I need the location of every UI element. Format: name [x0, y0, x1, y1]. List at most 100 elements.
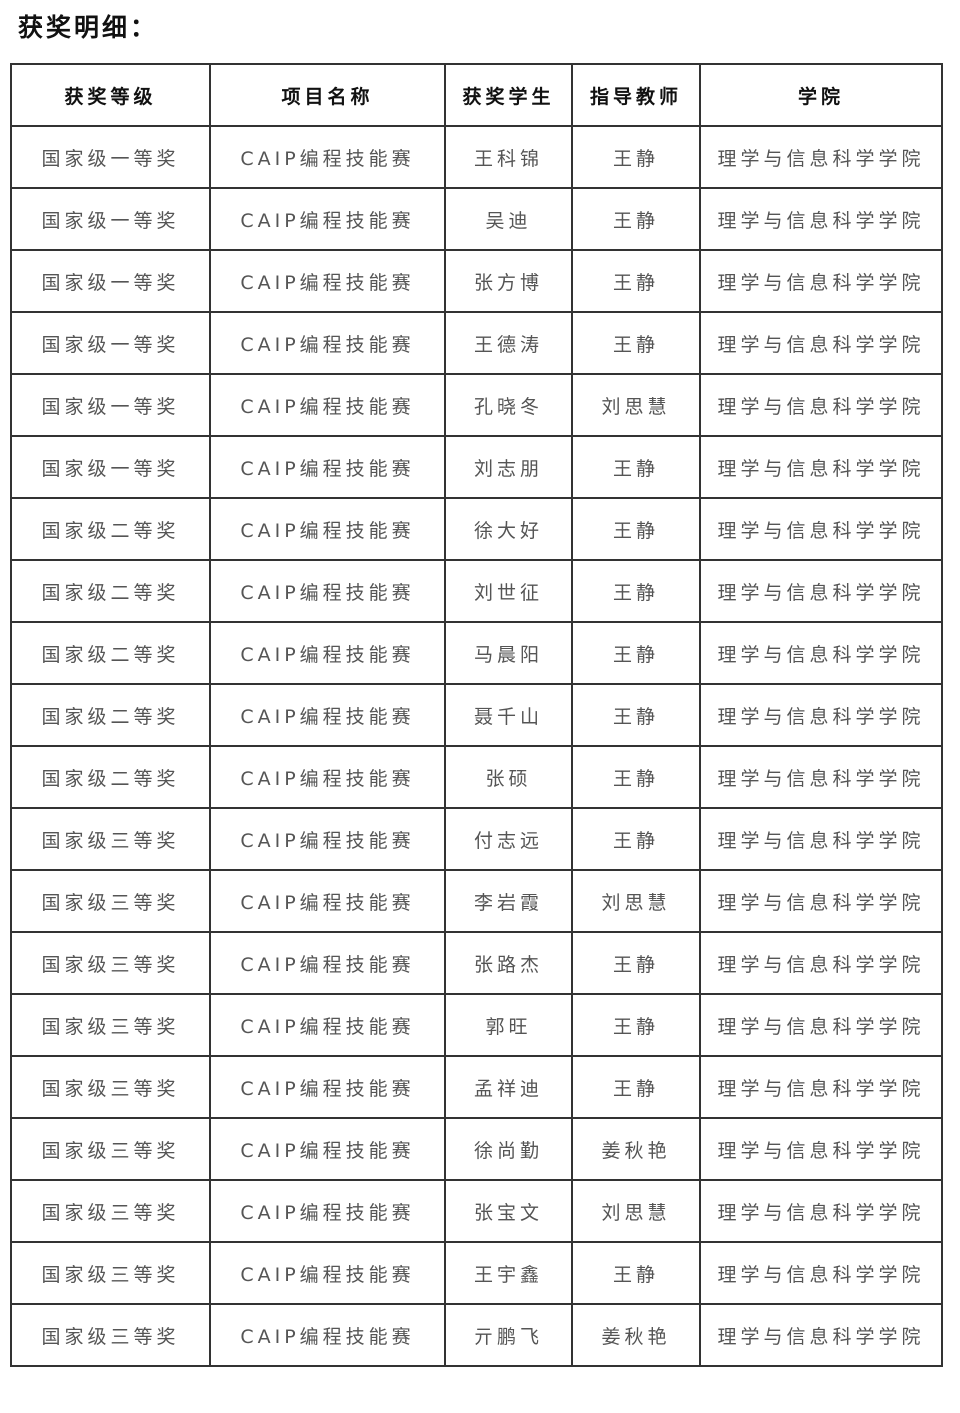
advisor-cell: 王静	[571, 993, 701, 1057]
college-cell: 理学与信息科学学院	[699, 559, 943, 623]
student-cell: 张宝文	[444, 1179, 573, 1243]
table-row: 国家级二等奖 CAIP编程技能赛 马晨阳 王静 理学与信息科学学院	[10, 621, 943, 685]
advisor-cell: 王静	[571, 1241, 701, 1305]
project-name-cell: CAIP编程技能赛	[209, 869, 446, 933]
project-name-cell: CAIP编程技能赛	[209, 621, 446, 685]
project-name-cell: CAIP编程技能赛	[209, 807, 446, 871]
header-row: 获奖等级 项目名称 获奖学生 指导教师 学院	[10, 63, 943, 127]
header-advisor: 指导教师	[571, 63, 701, 127]
project-name-cell: CAIP编程技能赛	[209, 1179, 446, 1243]
college-cell: 理学与信息科学学院	[699, 373, 943, 437]
college-cell: 理学与信息科学学院	[699, 311, 943, 375]
table-row: 国家级三等奖 CAIP编程技能赛 李岩霞 刘思慧 理学与信息科学学院	[10, 869, 943, 933]
award-level-cell: 国家级三等奖	[10, 931, 211, 995]
college-cell: 理学与信息科学学院	[699, 1179, 943, 1243]
college-cell: 理学与信息科学学院	[699, 683, 943, 747]
student-cell: 付志远	[444, 807, 573, 871]
award-level-cell: 国家级二等奖	[10, 559, 211, 623]
student-cell: 徐尚勤	[444, 1117, 573, 1181]
award-level-cell: 国家级一等奖	[10, 435, 211, 499]
table-row: 国家级三等奖 CAIP编程技能赛 孟祥迪 王静 理学与信息科学学院	[10, 1055, 943, 1119]
college-cell: 理学与信息科学学院	[699, 1117, 943, 1181]
award-level-cell: 国家级三等奖	[10, 993, 211, 1057]
table-row: 国家级一等奖 CAIP编程技能赛 吴迪 王静 理学与信息科学学院	[10, 187, 943, 251]
header-project-name: 项目名称	[209, 63, 446, 127]
table-row: 国家级二等奖 CAIP编程技能赛 聂千山 王静 理学与信息科学学院	[10, 683, 943, 747]
project-name-cell: CAIP编程技能赛	[209, 435, 446, 499]
award-level-cell: 国家级一等奖	[10, 249, 211, 313]
college-cell: 理学与信息科学学院	[699, 807, 943, 871]
college-cell: 理学与信息科学学院	[699, 993, 943, 1057]
advisor-cell: 刘思慧	[571, 869, 701, 933]
advisor-cell: 刘思慧	[571, 1179, 701, 1243]
table-row: 国家级三等奖 CAIP编程技能赛 张路杰 王静 理学与信息科学学院	[10, 931, 943, 995]
advisor-cell: 姜秋艳	[571, 1117, 701, 1181]
section-title: 获奖明细：	[18, 13, 159, 42]
award-level-cell: 国家级一等奖	[10, 311, 211, 375]
project-name-cell: CAIP编程技能赛	[209, 1117, 446, 1181]
student-cell: 孟祥迪	[444, 1055, 573, 1119]
college-cell: 理学与信息科学学院	[699, 1303, 943, 1367]
table-row: 国家级二等奖 CAIP编程技能赛 徐大好 王静 理学与信息科学学院	[10, 497, 943, 561]
project-name-cell: CAIP编程技能赛	[209, 1241, 446, 1305]
advisor-cell: 王静	[571, 497, 701, 561]
project-name-cell: CAIP编程技能赛	[209, 497, 446, 561]
award-level-cell: 国家级三等奖	[10, 869, 211, 933]
table-row: 国家级一等奖 CAIP编程技能赛 张方博 王静 理学与信息科学学院	[10, 249, 943, 313]
college-cell: 理学与信息科学学院	[699, 497, 943, 561]
table-row: 国家级三等奖 CAIP编程技能赛 亓鹏飞 姜秋艳 理学与信息科学学院	[10, 1303, 943, 1367]
student-cell: 徐大好	[444, 497, 573, 561]
project-name-cell: CAIP编程技能赛	[209, 745, 446, 809]
award-level-cell: 国家级三等奖	[10, 807, 211, 871]
student-cell: 吴迪	[444, 187, 573, 251]
student-cell: 亓鹏飞	[444, 1303, 573, 1367]
advisor-cell: 王静	[571, 249, 701, 313]
table-row: 国家级一等奖 CAIP编程技能赛 孔晓冬 刘思慧 理学与信息科学学院	[10, 373, 943, 437]
student-cell: 孔晓冬	[444, 373, 573, 437]
award-level-cell: 国家级二等奖	[10, 683, 211, 747]
table-row: 国家级三等奖 CAIP编程技能赛 张宝文 刘思慧 理学与信息科学学院	[10, 1179, 943, 1243]
header-college: 学院	[699, 63, 943, 127]
advisor-cell: 王静	[571, 187, 701, 251]
table-row: 国家级三等奖 CAIP编程技能赛 王宇鑫 王静 理学与信息科学学院	[10, 1241, 943, 1305]
header-award-level: 获奖等级	[10, 63, 211, 127]
table-row: 国家级三等奖 CAIP编程技能赛 付志远 王静 理学与信息科学学院	[10, 807, 943, 871]
table-row: 国家级三等奖 CAIP编程技能赛 郭旺 王静 理学与信息科学学院	[10, 993, 943, 1057]
award-level-cell: 国家级二等奖	[10, 497, 211, 561]
college-cell: 理学与信息科学学院	[699, 187, 943, 251]
advisor-cell: 王静	[571, 559, 701, 623]
college-cell: 理学与信息科学学院	[699, 1055, 943, 1119]
project-name-cell: CAIP编程技能赛	[209, 125, 446, 189]
project-name-cell: CAIP编程技能赛	[209, 187, 446, 251]
student-cell: 李岩霞	[444, 869, 573, 933]
advisor-cell: 王静	[571, 807, 701, 871]
college-cell: 理学与信息科学学院	[699, 931, 943, 995]
student-cell: 聂千山	[444, 683, 573, 747]
advisor-cell: 刘思慧	[571, 373, 701, 437]
award-level-cell: 国家级二等奖	[10, 621, 211, 685]
award-level-cell: 国家级三等奖	[10, 1241, 211, 1305]
project-name-cell: CAIP编程技能赛	[209, 373, 446, 437]
student-cell: 王宇鑫	[444, 1241, 573, 1305]
student-cell: 郭旺	[444, 993, 573, 1057]
header-student: 获奖学生	[444, 63, 573, 127]
award-level-cell: 国家级三等奖	[10, 1303, 211, 1367]
awards-table: 获奖等级 项目名称 获奖学生 指导教师 学院 国家级一等奖 CAIP编程技能赛 王科锦 王静理…	[10, 63, 943, 1367]
student-cell: 张硕	[444, 745, 573, 809]
award-level-cell: 国家级三等奖	[10, 1055, 211, 1119]
table-row: 国家级一等奖 CAIP编程技能赛 王德涛 王静 理学与信息科学学院	[10, 311, 943, 375]
table-row: 国家级三等奖 CAIP编程技能赛 徐尚勤 姜秋艳 理学与信息科学学院	[10, 1117, 943, 1181]
project-name-cell: CAIP编程技能赛	[209, 1303, 446, 1367]
award-level-cell: 国家级一等奖	[10, 187, 211, 251]
student-cell: 王科锦	[444, 125, 573, 189]
award-level-cell: 国家级一等奖	[10, 373, 211, 437]
student-cell: 马晨阳	[444, 621, 573, 685]
college-cell: 理学与信息科学学院	[699, 125, 943, 189]
advisor-cell: 王静	[571, 683, 701, 747]
college-cell: 理学与信息科学学院	[699, 435, 943, 499]
advisor-cell: 王静	[571, 311, 701, 375]
table-row: 国家级一等奖 CAIP编程技能赛 刘志朋 王静 理学与信息科学学院	[10, 435, 943, 499]
advisor-cell: 王静	[571, 1055, 701, 1119]
project-name-cell: CAIP编程技能赛	[209, 559, 446, 623]
college-cell: 理学与信息科学学院	[699, 1241, 943, 1305]
